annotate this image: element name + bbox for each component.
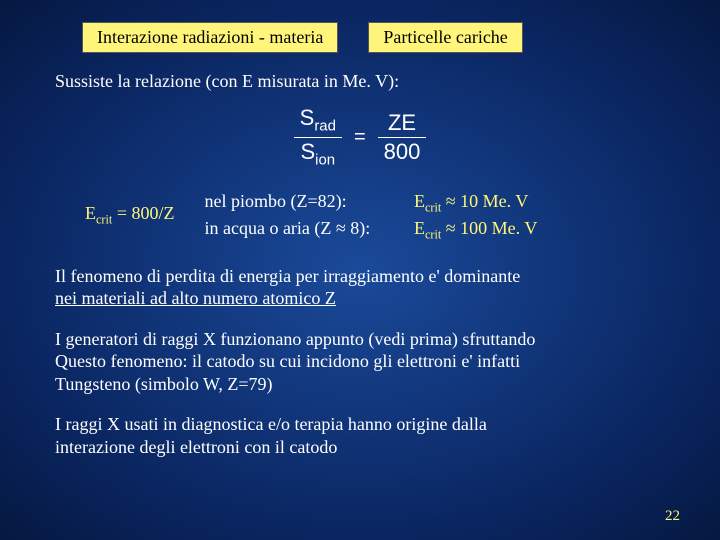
frac-left-den-sub: ion: [315, 151, 335, 168]
frac-right-num: ZE: [378, 111, 427, 138]
p1-line2: nei materiali ad alto numero atomico Z: [55, 288, 336, 308]
p3-line2: interazione degli elettroni con il catod…: [55, 437, 337, 457]
ex1-right: Ecrit ≈ 10 Me. V: [414, 189, 528, 216]
example-row-1: nel piombo (Z=82): Ecrit ≈ 10 Me. V: [204, 189, 537, 216]
frac-left-den: S: [300, 139, 315, 164]
ex2-r-sub: crit: [425, 227, 441, 241]
intro-text: Sussiste la relazione (con E misurata in…: [0, 53, 720, 92]
ecrit-row: Ecrit = 800/Z nel piombo (Z=82): Ecrit ≈…: [0, 181, 720, 243]
ex1-r-pre: E: [414, 191, 425, 211]
ex2-left: in acqua o aria (Z ≈ 8):: [204, 216, 409, 240]
title-box-right: Particelle cariche: [368, 22, 522, 53]
example-row-2: in acqua o aria (Z ≈ 8): Ecrit ≈ 100 Me.…: [204, 216, 537, 243]
title-box-left: Interazione radiazioni - materia: [82, 22, 338, 53]
page-number: 22: [665, 508, 680, 525]
p2-line2: Questo fenomeno: il catodo su cui incido…: [55, 351, 520, 371]
ex2-r-pre: E: [414, 218, 425, 238]
ecrit-sub: crit: [96, 213, 112, 227]
fraction-right: ZE 800: [378, 111, 427, 164]
ecrit-definition: Ecrit = 800/Z: [85, 203, 174, 228]
paragraph-3: I raggi X usati in diagnostica e/o terap…: [0, 413, 720, 458]
p2-line1: I generatori di raggi X funzionano appun…: [55, 329, 535, 349]
ex2-r-post: ≈ 100 Me. V: [441, 218, 537, 238]
ex1-r-post: ≈ 10 Me. V: [441, 191, 528, 211]
fraction-left: Srad Sion: [294, 106, 342, 169]
paragraph-1: Il fenomeno di perdita di energia per ir…: [0, 265, 720, 310]
formula: Srad Sion = ZE 800: [0, 92, 720, 181]
header-row: Interazione radiazioni - materia Partice…: [0, 0, 720, 53]
p3-line1: I raggi X usati in diagnostica e/o terap…: [55, 414, 487, 434]
frac-left-num: S: [300, 105, 315, 130]
examples-block: nel piombo (Z=82): Ecrit ≈ 10 Me. V in a…: [204, 189, 537, 243]
ex1-r-sub: crit: [425, 200, 441, 214]
ecrit-pre: E: [85, 203, 96, 223]
frac-right-den: 800: [378, 138, 427, 164]
ex2-right: Ecrit ≈ 100 Me. V: [414, 216, 537, 243]
paragraph-2: I generatori di raggi X funzionano appun…: [0, 328, 720, 396]
equals-sign: =: [346, 126, 374, 149]
frac-left-num-sub: rad: [314, 117, 336, 134]
p2-line3: Tungsteno (simbolo W, Z=79): [55, 374, 273, 394]
ex1-left: nel piombo (Z=82):: [204, 189, 409, 213]
p1-line1: Il fenomeno di perdita di energia per ir…: [55, 266, 520, 286]
ecrit-post: = 800/Z: [112, 203, 174, 223]
